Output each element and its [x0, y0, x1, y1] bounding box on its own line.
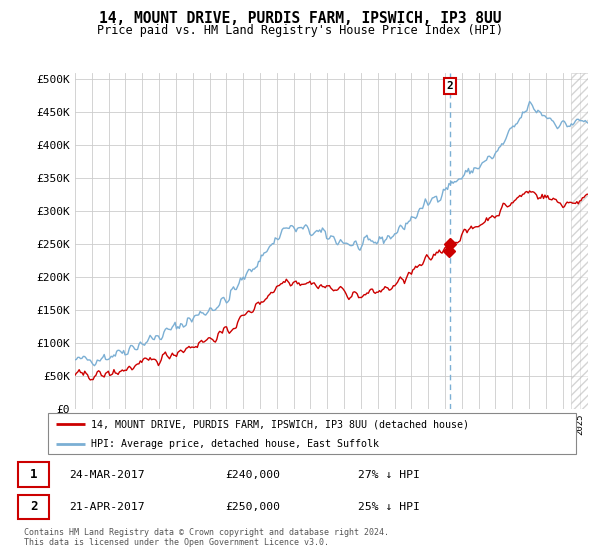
- Text: Price paid vs. HM Land Registry's House Price Index (HPI): Price paid vs. HM Land Registry's House …: [97, 24, 503, 37]
- Text: £250,000: £250,000: [225, 502, 280, 512]
- Text: 2: 2: [447, 81, 454, 91]
- Text: Contains HM Land Registry data © Crown copyright and database right 2024.
This d: Contains HM Land Registry data © Crown c…: [24, 528, 389, 547]
- Text: HPI: Average price, detached house, East Suffolk: HPI: Average price, detached house, East…: [91, 438, 379, 449]
- Text: 1: 1: [30, 468, 37, 481]
- FancyBboxPatch shape: [18, 463, 49, 487]
- FancyBboxPatch shape: [18, 494, 49, 519]
- Text: £240,000: £240,000: [225, 470, 280, 480]
- Text: 2: 2: [30, 500, 37, 514]
- Text: 24-MAR-2017: 24-MAR-2017: [70, 470, 145, 480]
- Text: 14, MOUNT DRIVE, PURDIS FARM, IPSWICH, IP3 8UU (detached house): 14, MOUNT DRIVE, PURDIS FARM, IPSWICH, I…: [91, 419, 469, 429]
- Bar: [571, 73, 588, 409]
- Text: 21-APR-2017: 21-APR-2017: [70, 502, 145, 512]
- FancyBboxPatch shape: [48, 413, 576, 454]
- Text: 27% ↓ HPI: 27% ↓ HPI: [358, 470, 419, 480]
- Text: 14, MOUNT DRIVE, PURDIS FARM, IPSWICH, IP3 8UU: 14, MOUNT DRIVE, PURDIS FARM, IPSWICH, I…: [99, 11, 501, 26]
- Text: 25% ↓ HPI: 25% ↓ HPI: [358, 502, 419, 512]
